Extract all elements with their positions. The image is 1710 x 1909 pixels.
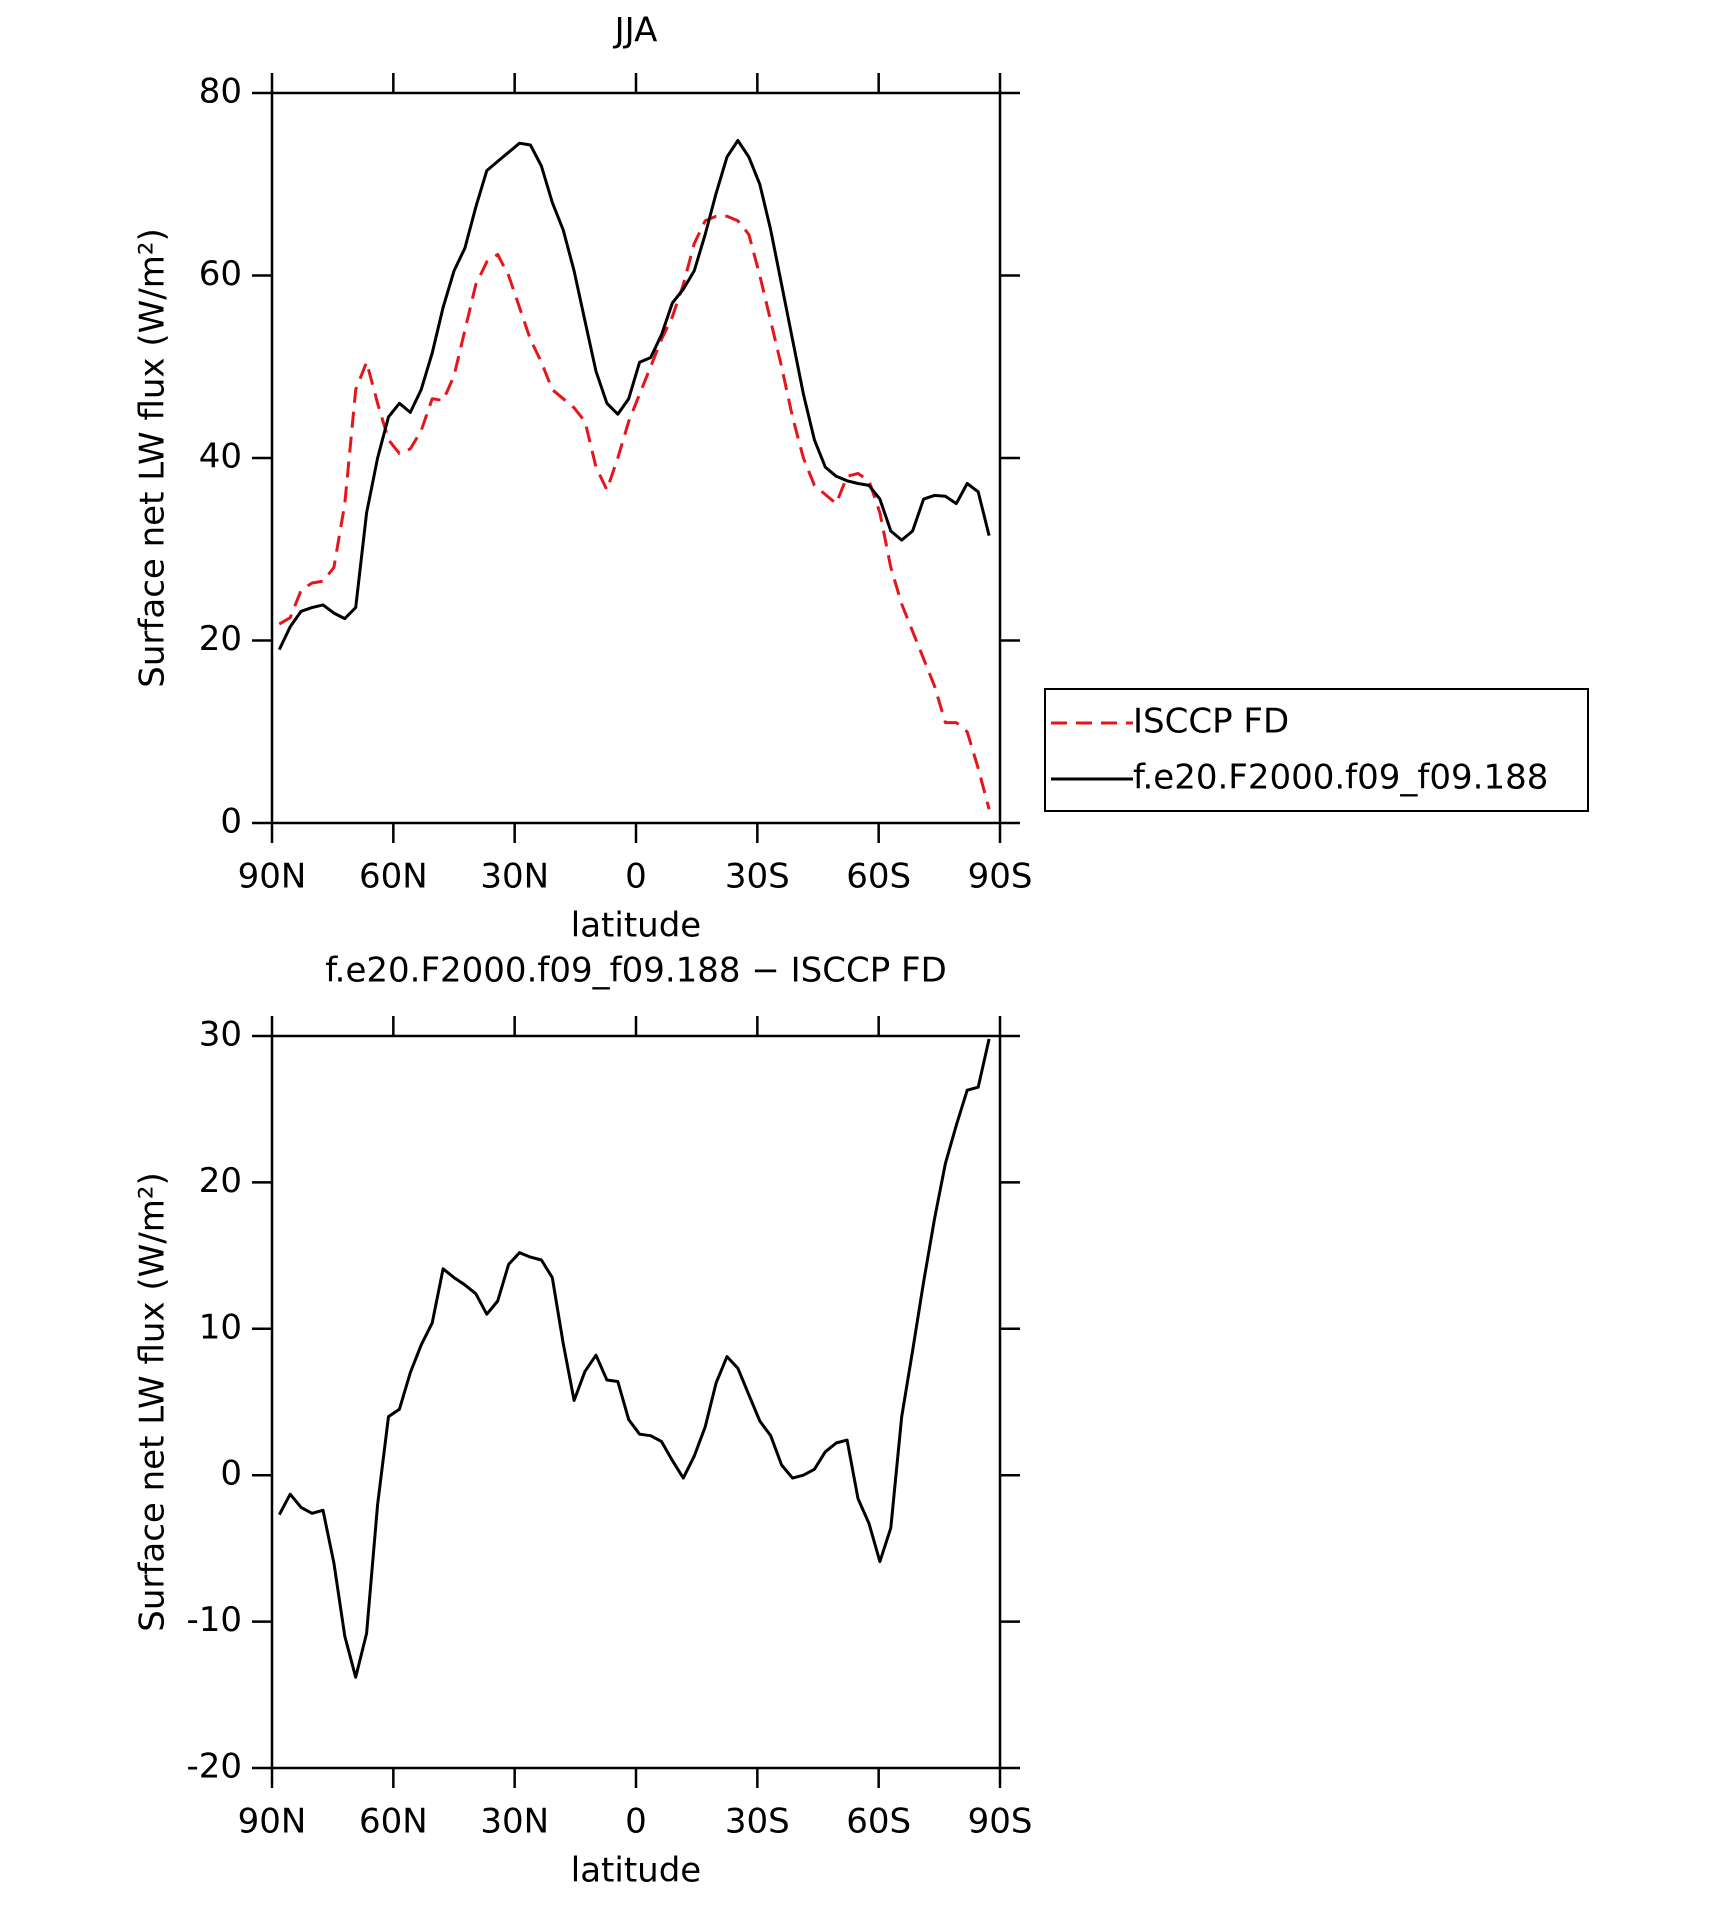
- y-tick-label: 0: [220, 1454, 242, 1494]
- y-axis-label: Surface net LW flux (W/m²): [133, 1172, 173, 1631]
- data-line: [278, 214, 991, 810]
- legend: ISCCP FD f.e20.F2000.f09_f09.188: [1044, 688, 1589, 812]
- y-tick-label: -10: [186, 1600, 242, 1640]
- plot-frame: [270, 91, 1002, 825]
- x-tick-label: 90N: [238, 1802, 307, 1842]
- x-tick-label: 30N: [480, 1802, 549, 1842]
- y-tick-label: 10: [199, 1307, 242, 1347]
- y-tick-label: 0: [220, 802, 242, 842]
- y-tick-label: 30: [199, 1015, 242, 1055]
- y-tick-label: 60: [199, 254, 242, 294]
- y-tick-label: 80: [199, 72, 242, 112]
- x-tick-label: 60S: [846, 1802, 911, 1842]
- x-tick-label: 30S: [725, 1802, 790, 1842]
- x-axis-label: latitude: [571, 1851, 701, 1891]
- x-tick-label: 90S: [968, 857, 1033, 897]
- data-line: [277, 139, 991, 651]
- x-tick-label: 90N: [238, 857, 307, 897]
- chart-title: JJA: [613, 11, 658, 51]
- x-tick-label: 60N: [359, 1802, 428, 1842]
- x-tick-label: 90S: [968, 1802, 1033, 1842]
- y-tick-label: 20: [199, 619, 242, 659]
- legend-box: [1044, 688, 1589, 812]
- x-tick-label: 60S: [846, 857, 911, 897]
- x-axis-label: latitude: [571, 906, 701, 946]
- legend-label: ISCCP FD: [1133, 702, 1289, 742]
- y-tick-label: 40: [199, 437, 242, 477]
- legend-label: f.e20.F2000.f09_f09.188: [1133, 758, 1548, 798]
- x-tick-label: 0: [625, 857, 647, 897]
- x-tick-label: 60N: [359, 857, 428, 897]
- x-tick-label: 30S: [725, 857, 790, 897]
- y-axis-label: Surface net LW flux (W/m²): [133, 228, 173, 687]
- y-tick-label: -20: [186, 1747, 242, 1787]
- y-tick-label: 20: [199, 1161, 242, 1201]
- plot-frame: [270, 1034, 1002, 1770]
- data-line: [277, 1038, 991, 1679]
- chart-title: f.e20.F2000.f09_f09.188 − ISCCP FD: [325, 951, 947, 991]
- x-tick-label: 30N: [480, 857, 549, 897]
- x-tick-label: 0: [625, 1802, 647, 1842]
